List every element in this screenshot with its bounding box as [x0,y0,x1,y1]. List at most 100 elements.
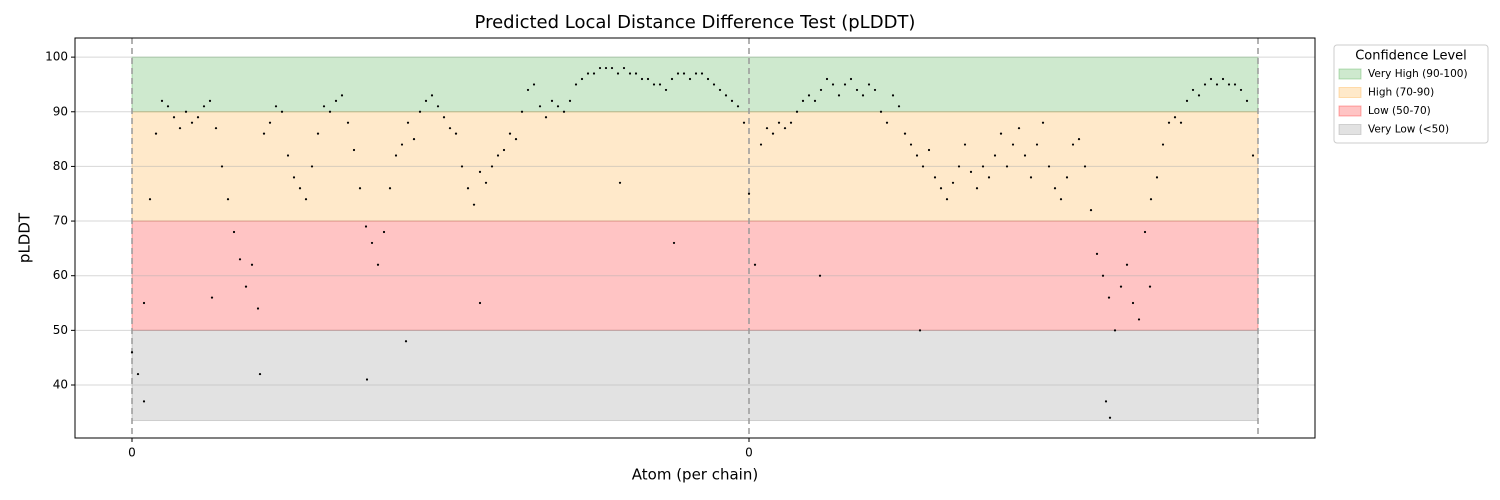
point [718,88,722,92]
point [730,99,734,102]
point [861,94,865,97]
point [1137,318,1141,321]
point [1104,400,1108,403]
point [676,72,680,75]
point [538,105,542,108]
legend-label: High (70-90) [1368,87,1434,99]
point [232,230,236,234]
point [1035,143,1039,146]
point [472,203,476,206]
point [903,132,907,135]
point [304,198,308,201]
point [196,116,200,119]
point [712,83,716,86]
point [951,181,955,184]
legend-label: Low (50-70) [1368,105,1431,117]
point [376,263,380,266]
point [664,88,668,92]
point [1023,154,1027,157]
legend-title: Confidence Level [1355,49,1467,64]
point [849,77,853,81]
point [1173,116,1177,119]
point [945,198,949,201]
point [1131,301,1135,305]
point [166,105,170,108]
point [268,121,272,124]
point [340,94,344,97]
point [640,77,644,81]
point [670,77,674,81]
point [1161,143,1165,146]
point [818,274,822,277]
point [1083,165,1087,168]
point [700,72,704,75]
point [400,143,404,146]
point [604,66,608,70]
legend-box [1333,44,1489,144]
point [1107,296,1111,299]
y-tick-label: 70 [53,214,68,228]
point [1089,209,1093,212]
point [418,110,422,113]
x-axis-label: Atom (per chain) [632,466,758,484]
point [586,72,590,75]
point [1059,198,1063,201]
point [404,340,408,343]
point [382,230,386,234]
point [292,176,296,179]
legend-label: Very Low (<50) [1368,124,1449,136]
point [142,301,146,305]
point [1095,252,1099,255]
point [813,99,817,102]
point [466,187,470,190]
point [532,83,536,86]
point [406,121,410,124]
point [939,187,943,190]
legend-swatch [1338,105,1362,117]
point [1053,187,1057,190]
point [742,121,746,124]
point [490,165,494,168]
point [1185,99,1189,102]
point [1251,154,1255,157]
point [1191,88,1195,92]
point [759,143,763,146]
point [280,110,284,113]
point [172,116,176,119]
point [178,127,182,130]
point [682,72,686,75]
point [777,121,781,124]
point [694,72,698,75]
point [484,181,488,184]
point [1239,88,1243,92]
legend-label: Very High (90-100) [1368,68,1468,80]
point [993,154,997,157]
point [250,263,254,266]
point [298,187,302,190]
confidence-band [131,329,1259,422]
point [843,83,847,86]
point [148,198,152,201]
point [364,225,368,228]
point [1071,143,1075,146]
point [520,110,524,113]
point [1209,77,1213,81]
point [957,165,961,168]
x-tick-label: 0 [128,446,136,460]
y-tick-label: 100 [45,50,68,64]
point [610,66,614,70]
point [1148,285,1152,288]
point [801,99,805,102]
legend-swatch [1338,124,1362,135]
point [646,77,650,81]
point [783,127,787,130]
point [448,127,452,130]
point [574,83,578,86]
point [436,105,440,108]
point [747,192,751,195]
point [891,94,895,97]
point [394,154,398,157]
point [310,165,314,168]
point [1041,121,1045,124]
